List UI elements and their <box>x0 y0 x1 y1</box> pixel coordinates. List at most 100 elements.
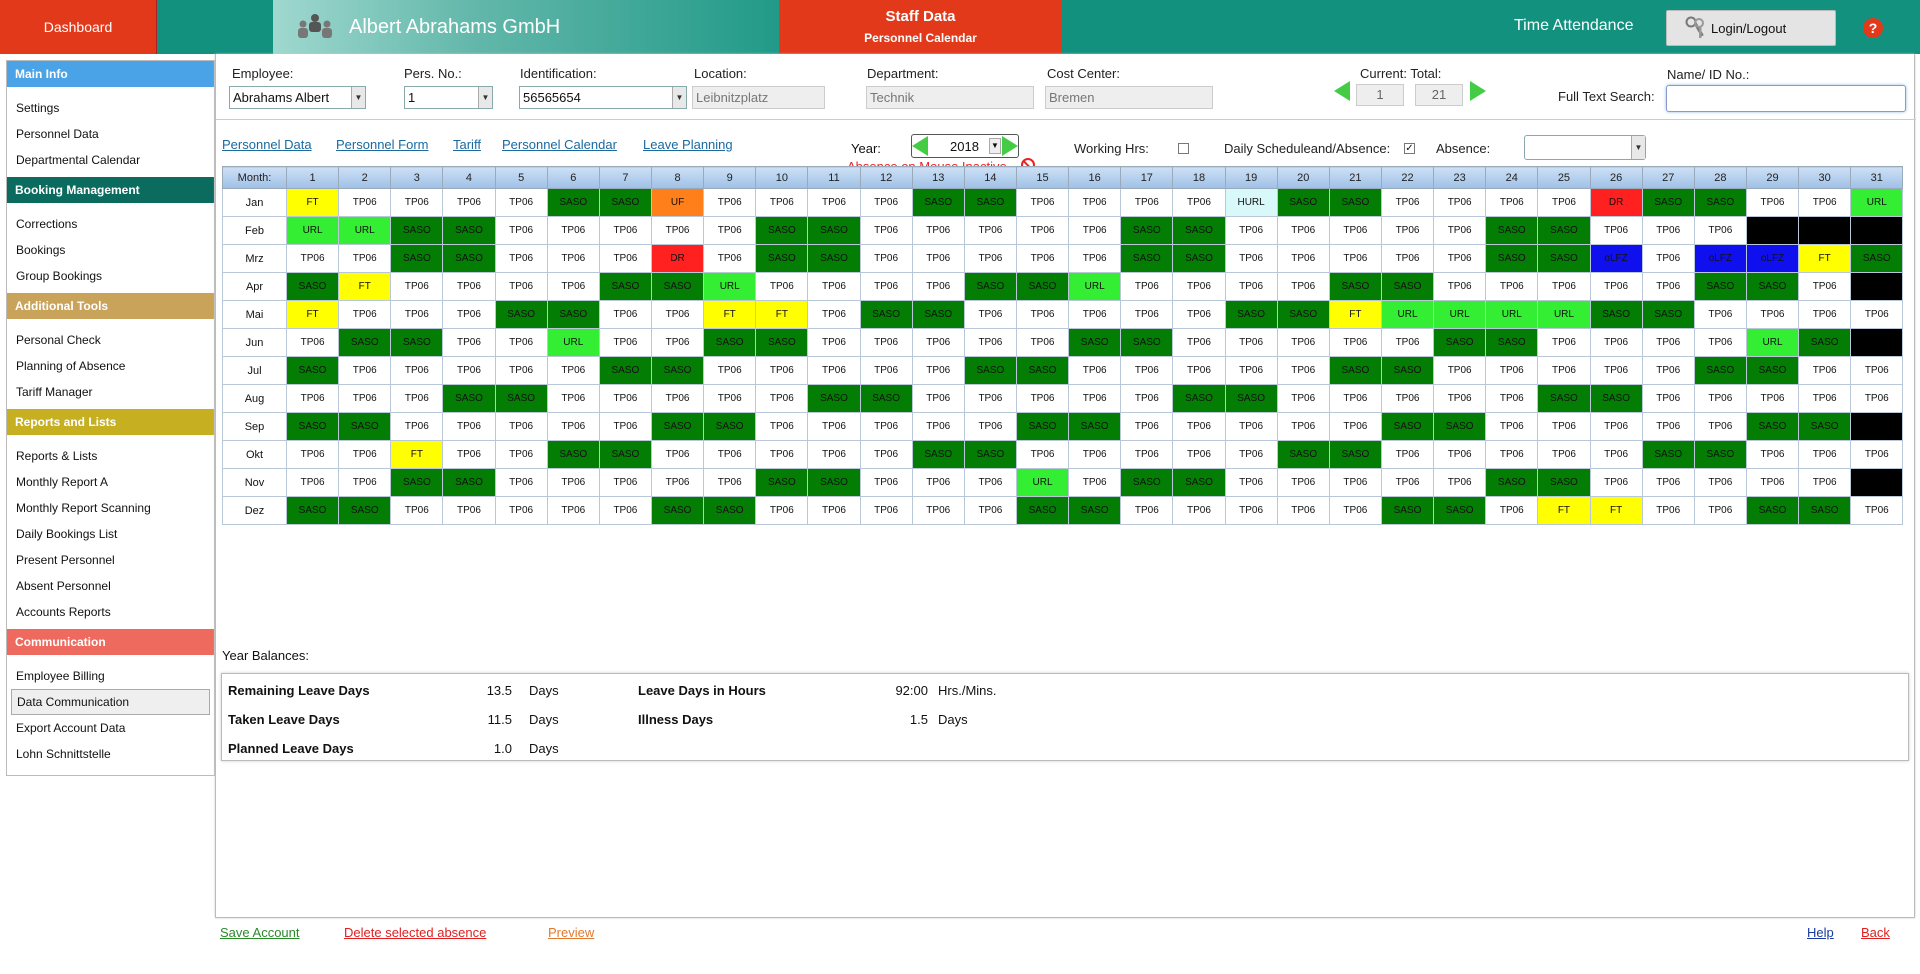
day-cell[interactable]: SASO <box>598 272 652 301</box>
day-cell[interactable]: TP06 <box>1224 328 1278 357</box>
day-cell[interactable]: TP06 <box>598 328 652 357</box>
day-cell[interactable]: TP06 <box>598 412 652 441</box>
day-cell[interactable]: FT <box>755 300 809 329</box>
day-cell[interactable]: SASO <box>1172 384 1226 413</box>
day-cell[interactable]: TP06 <box>1850 356 1904 385</box>
day-cell[interactable]: TP06 <box>1641 496 1695 525</box>
day-cell[interactable]: TP06 <box>442 412 496 441</box>
back-link[interactable]: Back <box>1861 925 1890 940</box>
day-cell[interactable]: SASO <box>1798 412 1852 441</box>
sidebar-item[interactable]: Monthly Report A <box>16 475 109 489</box>
day-cell[interactable]: SASO <box>1380 272 1435 301</box>
sidebar-item[interactable]: Daily Bookings List <box>16 527 118 541</box>
day-cell[interactable]: oLFZ <box>1589 244 1643 273</box>
day-cell[interactable]: SASO <box>442 384 496 413</box>
day-cell[interactable]: TP06 <box>1433 468 1487 497</box>
day-cell[interactable]: TP06 <box>963 244 1017 273</box>
day-cell[interactable]: TP06 <box>546 216 600 245</box>
day-cell[interactable]: SASO <box>390 468 444 497</box>
day-cell[interactable]: SASO <box>963 272 1017 301</box>
day-cell[interactable]: TP06 <box>1276 216 1330 245</box>
day-cell[interactable]: SASO <box>546 188 600 217</box>
day-cell[interactable]: TP06 <box>1224 440 1278 469</box>
day-cell[interactable]: TP06 <box>650 216 705 245</box>
day-cell[interactable]: TP06 <box>338 244 392 273</box>
day-cell[interactable]: TP06 <box>963 328 1017 357</box>
day-cell[interactable]: oLFZ <box>1693 244 1747 273</box>
day-cell[interactable]: TP06 <box>1068 216 1122 245</box>
day-cell[interactable]: TP06 <box>494 412 548 441</box>
link-personnel-calendar[interactable]: Personnel Calendar <box>502 137 617 152</box>
day-cell[interactable]: SASO <box>911 300 965 329</box>
day-cell[interactable]: TP06 <box>338 356 392 385</box>
day-cell[interactable]: TP06 <box>1172 272 1226 301</box>
day-cell[interactable]: URL <box>1068 272 1122 301</box>
day-cell[interactable]: FT <box>703 300 757 329</box>
sidebar-item[interactable]: Absent Personnel <box>16 579 111 593</box>
day-cell[interactable]: FT <box>1328 300 1382 329</box>
day-cell[interactable]: TP06 <box>650 468 705 497</box>
day-cell[interactable]: SASO <box>1537 244 1591 273</box>
save-account-link[interactable]: Save Account <box>220 925 300 940</box>
day-cell[interactable]: TP06 <box>1485 440 1539 469</box>
day-cell[interactable]: TP06 <box>755 188 809 217</box>
day-cell[interactable]: SASO <box>1850 244 1904 273</box>
day-cell[interactable]: SASO <box>598 356 652 385</box>
day-cell[interactable]: TP06 <box>1798 440 1852 469</box>
sidebar-section-header[interactable]: Main Info <box>7 61 214 87</box>
day-cell[interactable]: TP06 <box>911 356 965 385</box>
day-cell[interactable]: TP06 <box>442 272 496 301</box>
day-cell[interactable]: SASO <box>807 244 861 273</box>
day-cell[interactable]: TP06 <box>1850 496 1904 525</box>
day-cell[interactable]: TP06 <box>1015 244 1070 273</box>
day-cell[interactable]: SASO <box>1485 328 1539 357</box>
day-cell[interactable]: SASO <box>1120 244 1174 273</box>
sidebar-section-header[interactable]: Reports and Lists <box>7 409 214 435</box>
day-cell[interactable]: TP06 <box>1120 356 1174 385</box>
day-cell[interactable]: TP06 <box>963 496 1017 525</box>
day-cell[interactable]: TP06 <box>963 300 1017 329</box>
day-cell[interactable]: SASO <box>1120 328 1174 357</box>
day-cell[interactable]: SASO <box>859 300 913 329</box>
day-cell[interactable]: TP06 <box>285 468 340 497</box>
next-arrow-icon[interactable] <box>1470 81 1486 101</box>
login-logout-button[interactable]: Login/Logout <box>1666 10 1836 46</box>
day-cell[interactable]: SASO <box>1589 300 1643 329</box>
day-cell[interactable]: TP06 <box>546 272 600 301</box>
day-cell[interactable]: SASO <box>1433 328 1487 357</box>
sidebar-item[interactable]: Planning of Absence <box>16 359 126 373</box>
day-cell[interactable]: URL <box>285 216 340 245</box>
day-cell[interactable]: SASO <box>755 244 809 273</box>
sidebar-item[interactable]: Group Bookings <box>16 269 103 283</box>
day-cell[interactable]: TP06 <box>1745 188 1800 217</box>
previous-arrow-icon[interactable] <box>1334 81 1350 101</box>
day-cell[interactable]: SASO <box>1015 412 1070 441</box>
day-cell[interactable]: TP06 <box>1120 384 1174 413</box>
day-cell[interactable]: TP06 <box>494 440 548 469</box>
day-cell[interactable]: TP06 <box>285 384 340 413</box>
day-cell[interactable]: TP06 <box>1589 356 1643 385</box>
day-cell[interactable]: FT <box>1798 244 1852 273</box>
sidebar-item[interactable]: Departmental Calendar <box>16 153 141 167</box>
day-cell[interactable]: TP06 <box>338 300 392 329</box>
day-cell[interactable]: SASO <box>390 328 444 357</box>
sidebar-section-header[interactable]: Additional Tools <box>7 293 214 319</box>
day-cell[interactable]: TP06 <box>1328 328 1382 357</box>
day-cell[interactable]: TP06 <box>1641 468 1695 497</box>
day-cell[interactable]: TP06 <box>1172 300 1226 329</box>
day-cell[interactable]: SASO <box>546 440 600 469</box>
day-cell[interactable]: TP06 <box>859 272 913 301</box>
day-cell[interactable]: SASO <box>755 328 809 357</box>
day-cell[interactable]: TP06 <box>598 496 652 525</box>
day-cell[interactable]: TP06 <box>494 328 548 357</box>
day-cell[interactable]: TP06 <box>859 244 913 273</box>
day-cell[interactable]: TP06 <box>1641 384 1695 413</box>
day-cell[interactable]: FT <box>338 272 392 301</box>
day-cell[interactable]: SASO <box>285 356 340 385</box>
day-cell[interactable]: SASO <box>755 216 809 245</box>
sidebar-item[interactable]: Reports & Lists <box>16 449 98 463</box>
day-cell[interactable]: TP06 <box>390 496 444 525</box>
help-link[interactable]: Help <box>1807 925 1834 940</box>
absence-select[interactable]: ▼ <box>1524 135 1646 160</box>
day-cell[interactable]: HURL <box>1224 188 1278 217</box>
